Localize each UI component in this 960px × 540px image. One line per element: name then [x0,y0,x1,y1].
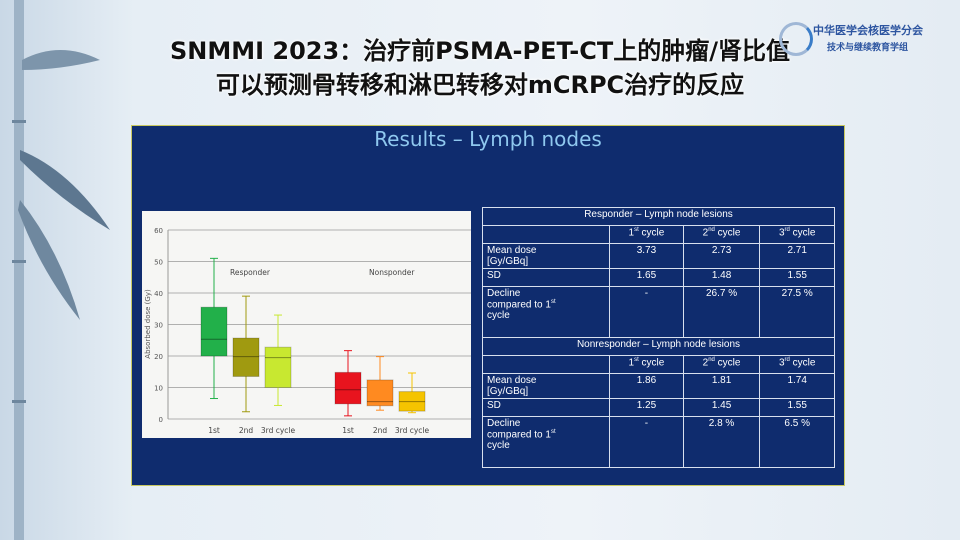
table-row: SD 1.65 1.48 1.55 [481,268,835,287]
y-tick-label: 20 [154,353,163,361]
logo-text-2: 技术与继续教育学组 [827,43,909,53]
group-label: Nonsponder [369,268,415,277]
slide-heading: SNMMI 2023：治疗前PSMA-PET-CT上的肿瘤/肾比值 可以预测骨转… [120,34,840,102]
box [398,391,426,412]
x-tick-label: 3rd cycle [261,426,296,435]
box [334,371,362,405]
y-tick-label: 50 [154,259,163,267]
group-label: Responder [230,268,271,277]
y-tick-label: 40 [154,290,163,298]
x-tick-label: 1st [208,426,220,435]
box [264,346,292,388]
y-tick-label: 60 [154,227,163,235]
slide-content: Results – Lymph nodes 0 10 20 30 40 50 60 Absor… [131,125,845,486]
box-plot-chart: 0 10 20 30 40 50 60 Absorbed dose (Gy) Responder… [142,211,471,438]
box [232,337,260,377]
x-tick-label: 3rd cycle [395,426,430,435]
x-tick-label: 2nd [373,426,388,435]
x-tick-label: 2nd [239,426,254,435]
x-tick-label: 1st [342,426,354,435]
y-tick-label: 30 [154,322,163,330]
society-logo: 中华医学会核医学分会 技术与继续教育学组 [775,20,955,60]
table-row: Mean dose [Gy/GBq] 1.86 1.81 1.74 [481,373,835,399]
y-tick-label: 0 [159,416,163,424]
logo-text-1: 中华医学会核医学分会 [813,24,923,37]
table-row: Decline compared to 1st cycle -2.8 % 6.5 % [481,416,835,468]
slide-title: Results – Lymph nodes [374,127,602,151]
responder-header: Responder – Lymph node lesions [482,207,835,226]
results-table: Responder – Lymph node lesions 1st cycle… [481,207,835,468]
box [366,379,394,407]
table-row: 1st cycle 2nd cycle 3rd cycle [481,225,835,244]
nonresponder-header: Nonresponder – Lymph node lesions [482,337,835,356]
table-row: 1st cycle 2nd cycle 3rd cycle [481,355,835,374]
title-line-1: SNMMI 2023：治疗前PSMA-PET-CT上的肿瘤/肾比值 [169,37,791,65]
title-line-2: 可以预测骨转移和淋巴转移对mCRPC治疗的反应 [215,71,745,99]
table-row: Mean dose [Gy/GBq] 3.73 2.73 2.71 [481,243,835,269]
y-tick-label: 10 [154,385,163,393]
bamboo-decoration [12,0,110,540]
box [200,306,228,357]
y-axis-label: Absorbed dose (Gy) [144,289,152,359]
table-row: SD 1.25 1.45 1.55 [481,398,835,417]
atom-logo-icon [779,22,813,56]
table-row: Decline compared to 1st cycle -26.7 % 27.5 … [481,286,835,338]
